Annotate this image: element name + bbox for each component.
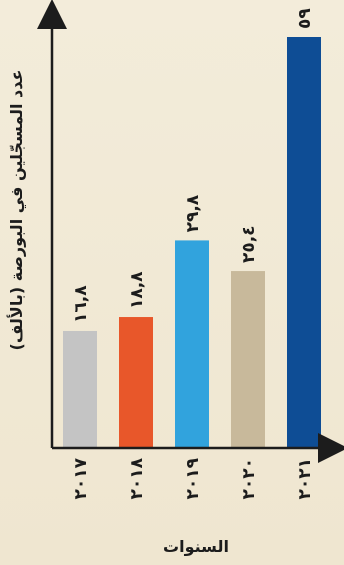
bar-1 bbox=[63, 330, 97, 448]
bar-5 bbox=[287, 37, 321, 448]
bars-group bbox=[63, 37, 321, 448]
x-tick-label-3: ٢٠١٩ bbox=[183, 457, 203, 499]
y-axis-title: عدد المسجّلين في البورصة (بالألف) bbox=[7, 70, 27, 351]
x-tick-labels-group: ٢٠١٧ ٢٠١٨ ٢٠١٩ ٢٠٢٠ ٢٠٢١ bbox=[71, 457, 315, 499]
data-label-4: ٢٥,٤ bbox=[239, 225, 259, 263]
x-tick-label-5: ٢٠٢١ bbox=[295, 458, 315, 500]
x-tick-label-4: ٢٠٢٠ bbox=[239, 458, 259, 500]
data-label-3: ٢٩,٨ bbox=[183, 194, 203, 232]
data-label-5: ٥٩ bbox=[295, 8, 315, 29]
x-axis-title: السنوات bbox=[163, 537, 229, 556]
data-label-1: ١٦,٨ bbox=[71, 285, 91, 323]
data-label-2: ١٨,٨ bbox=[127, 271, 147, 309]
bar-2 bbox=[119, 317, 153, 448]
x-tick-label-1: ٢٠١٧ bbox=[71, 457, 91, 499]
x-tick-label-2: ٢٠١٨ bbox=[127, 457, 147, 499]
bar-4 bbox=[231, 271, 265, 448]
bar-3 bbox=[175, 240, 209, 448]
data-labels-group: ١٦,٨ ١٨,٨ ٢٩,٨ ٢٥,٤ ٥٩ bbox=[71, 8, 315, 323]
